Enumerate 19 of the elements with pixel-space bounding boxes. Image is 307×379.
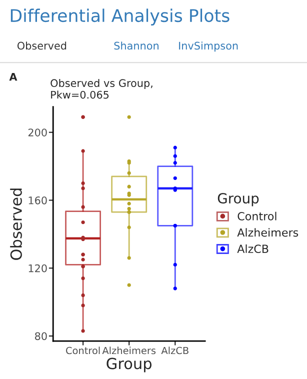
text: A	[9, 72, 18, 81]
y-tick-label: 80	[35, 332, 47, 340]
chart-subtitle: Observed vs Group, Pkw=0.065	[50, 78, 152, 99]
legend-label: AlzCB	[237, 244, 268, 254]
y-tick-label: 160	[28, 196, 47, 204]
text: InvSimpson	[179, 42, 238, 52]
legend-label: Control	[238, 212, 276, 220]
chart-title: Differential Analysis Plots	[10, 8, 230, 26]
x-tick-label: Control	[66, 346, 100, 354]
y-axis-title: Observed	[10, 188, 22, 260]
x-axis-title: Group	[218, 193, 259, 206]
y-tick-label: 120	[28, 264, 47, 272]
text: Observed	[17, 42, 66, 50]
x-tick-label: AlzCB	[161, 346, 188, 354]
y-tick-label: 200	[28, 128, 47, 136]
legend-title: Group	[106, 358, 152, 372]
text: Shannon	[114, 42, 158, 50]
x-tick-label: Alzheimers	[102, 346, 156, 354]
legend-label: Alzheimers	[237, 228, 298, 237]
